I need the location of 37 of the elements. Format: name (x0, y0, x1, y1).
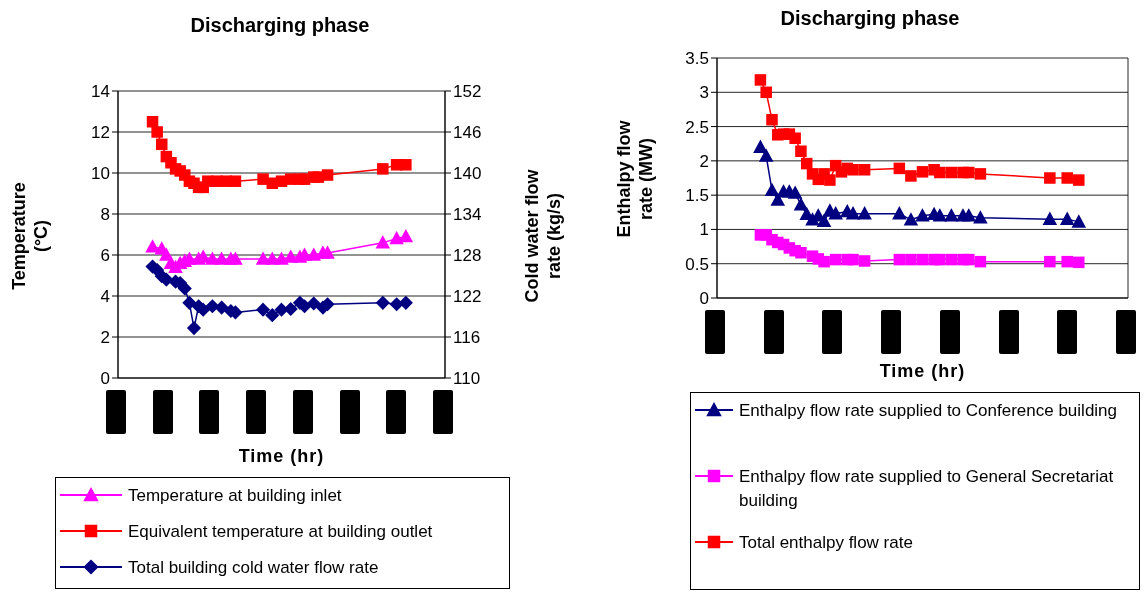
legend-label: Enthalpy flow rate supplied to General Secretariat building (739, 466, 1115, 512)
y2-tick-label: 116 (453, 328, 481, 348)
y-tick-label: 0 (100, 369, 110, 389)
y2-tick-label: 122 (453, 287, 482, 307)
y2-tick-label: 110 (453, 369, 481, 389)
y-tick-label: 3 (699, 83, 709, 103)
y-tick-label: 12 (91, 123, 110, 143)
y-tick-label: 1.5 (685, 186, 709, 206)
y2-tick-label: 128 (453, 246, 482, 266)
legend-label: Total enthalpy flow rate (739, 532, 913, 554)
y2-tick-label: 140 (453, 164, 482, 184)
y-tick-label: 2 (100, 328, 110, 348)
legend-label: Total building cold water flow rate (128, 557, 379, 579)
y-tick-label: 2 (699, 151, 709, 171)
legend-label: Temperature at building inlet (128, 485, 342, 507)
legend-label: Enthalpy flow rate supplied to Conference building (739, 400, 1118, 422)
y-tick-label: 2.5 (685, 117, 709, 137)
legend-label: Equivalent temperature at building outlet (128, 521, 433, 543)
y2-tick-label: 134 (453, 205, 482, 225)
y-axis-title: Enthalpy flow rate (MW) (613, 119, 657, 239)
y2-tick-label: 146 (453, 123, 482, 143)
y2-axis-title: Cold water flow rate (kg/s) (521, 168, 565, 304)
y-tick-label: 3.5 (685, 49, 709, 69)
y-tick-label: 8 (100, 205, 110, 225)
y-tick-label: 10 (91, 164, 110, 184)
y-tick-label: 4 (100, 287, 110, 307)
y-tick-label: 6 (100, 246, 110, 266)
y-tick-label: 0.5 (685, 254, 709, 274)
y-tick-label: 1 (699, 220, 709, 240)
x-axis-title: Time (hr) (237, 446, 326, 467)
chart-title: Discharging phase (779, 7, 961, 30)
chart-title: Discharging phase (189, 14, 371, 37)
y-tick-label: 0 (699, 289, 709, 309)
y2-tick-label: 152 (453, 82, 482, 102)
y-tick-label: 14 (91, 82, 110, 102)
x-axis-title: Time (hr) (878, 361, 967, 382)
y-axis-title: Temperature (°C) (8, 180, 52, 292)
